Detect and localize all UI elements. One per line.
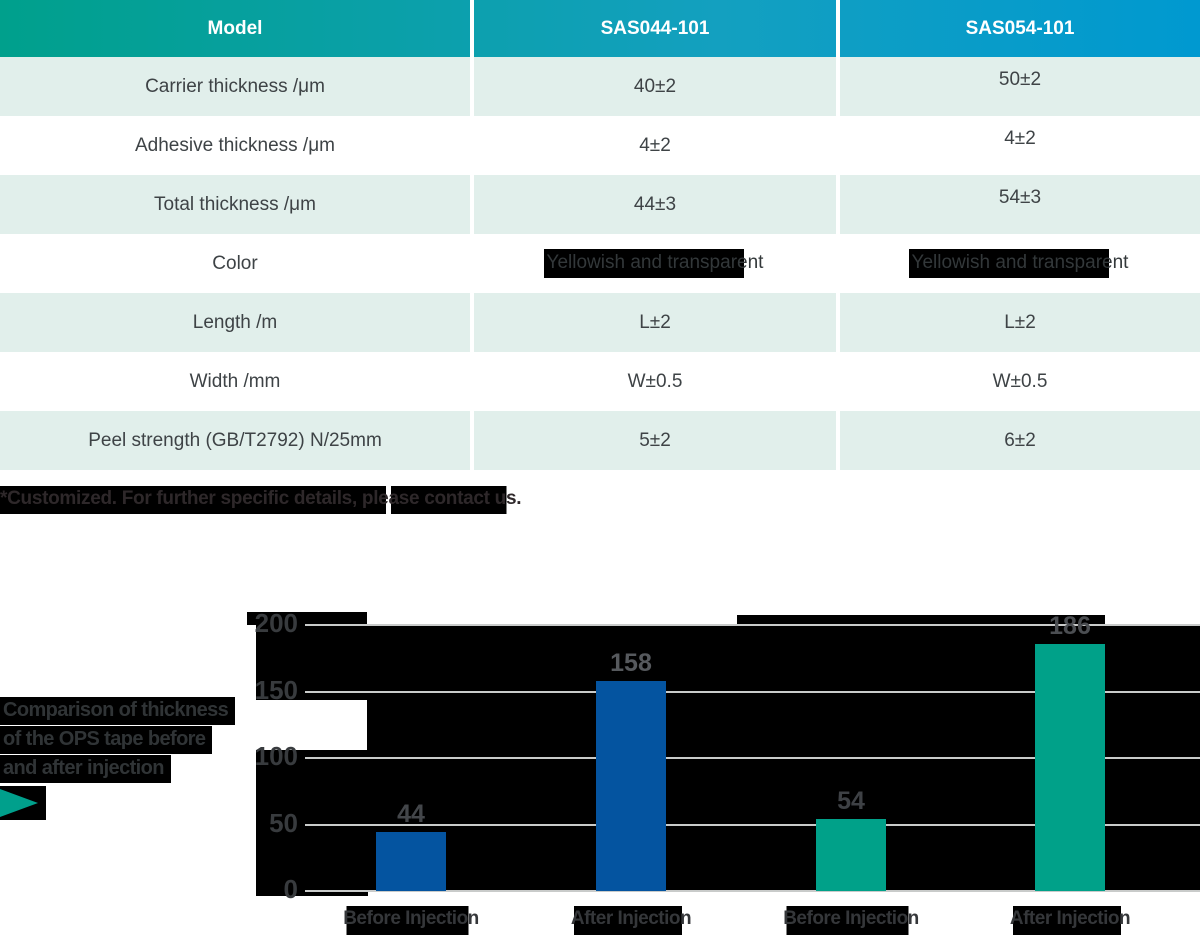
header-sas044: SAS044-101 <box>470 0 836 57</box>
value-cell-sas054: 54±3 <box>836 175 1200 234</box>
y-axis-tick-label: 200 <box>254 608 298 638</box>
bar <box>816 819 886 891</box>
cell-value: W±0.5 <box>627 370 683 392</box>
row-label: Color <box>212 252 258 274</box>
x-axis-label: After Injection <box>950 906 1190 935</box>
redaction-strip <box>256 891 368 896</box>
play-icon <box>0 786 46 820</box>
row-label-cell: Peel strength (GB/T2792) N/25mm <box>0 411 470 470</box>
value-cell-sas054: 6±2 <box>836 411 1200 470</box>
table-row: Adhesive thickness /μm 4±2 4±2 <box>0 116 1200 175</box>
value-cell-sas044: 44±3 <box>470 175 836 234</box>
y-axis-tick-label: 150 <box>254 674 298 705</box>
value-cell-sas044: 40±2 <box>470 57 836 116</box>
redaction-strip <box>247 612 367 625</box>
cell-value: L±2 <box>639 311 671 333</box>
row-label-cell: Color <box>0 234 470 293</box>
value-cell-sas054: 4±2 <box>836 116 1200 175</box>
bar-value-label: 44 <box>397 800 425 829</box>
cell-value: Yellowish and transparent <box>543 249 767 278</box>
cell-value: 54±3 <box>998 186 1042 208</box>
value-cell-sas054: L±2 <box>836 293 1200 352</box>
redaction-strip <box>737 615 1105 625</box>
cell-value: 4±2 <box>639 134 671 156</box>
y-axis-tick-label: 50 <box>269 807 298 838</box>
row-label-cell: Carrier thickness /μm <box>0 57 470 116</box>
table-row: Total thickness /μm 44±3 54±3 <box>0 175 1200 234</box>
chart-caption-line: of the OPS tape before <box>0 726 213 754</box>
table-row: Length /m L±2 L±2 <box>0 293 1200 352</box>
cell-value: 4±2 <box>1004 127 1036 149</box>
header-sas054: SAS054-101 <box>836 0 1200 57</box>
table-row: Color Yellowish and transparent Yellowis… <box>0 234 1200 293</box>
footnote-text: *Customized. For further specific detail… <box>0 486 526 514</box>
value-cell-sas054: W±0.5 <box>836 352 1200 411</box>
spec-table-body: Carrier thickness /μm 40±2 50±2 Adhesive… <box>0 57 1200 470</box>
row-label: Length /m <box>192 311 278 333</box>
x-axis-label-text: After Injection <box>1007 906 1133 935</box>
table-row: Width /mm W±0.5 W±0.5 <box>0 352 1200 411</box>
cell-value: 5±2 <box>639 429 671 451</box>
cell-value: Yellowish and transparent <box>908 249 1132 278</box>
gridline <box>305 890 1200 892</box>
x-axis-label-text: Before Injection <box>781 906 921 935</box>
row-label-cell: Length /m <box>0 293 470 352</box>
footnote: *Customized. For further specific detail… <box>0 486 526 514</box>
gridline <box>305 823 1200 826</box>
row-label-cell: Total thickness /μm <box>0 175 470 234</box>
y-axis-tick-label: 100 <box>254 741 298 771</box>
chart-caption-line: Comparison of thickness <box>0 697 236 725</box>
row-label-cell: Adhesive thickness /μm <box>0 116 470 175</box>
cell-value: 6±2 <box>1004 429 1036 451</box>
header-model: Model <box>207 17 263 39</box>
gridline <box>305 690 1200 693</box>
value-cell-sas054: 50±2 <box>836 57 1200 116</box>
value-cell-sas044: L±2 <box>470 293 836 352</box>
row-label: Carrier thickness /μm <box>145 75 325 97</box>
x-axis-label: After Injection <box>511 906 751 935</box>
chart-caption: Comparison of thickness of the OPS tape b… <box>0 697 240 784</box>
spec-table: Model SAS044-101 SAS054-101 Carrier thic… <box>0 0 1200 470</box>
gridline <box>305 757 1200 759</box>
row-label: Adhesive thickness /μm <box>135 134 335 156</box>
x-axis-label-text: After Injection <box>568 906 694 935</box>
chart-caption-line: and after injection <box>0 755 171 783</box>
row-label: Width /mm <box>189 370 281 392</box>
gridline <box>305 624 1200 626</box>
row-label: Total thickness /μm <box>154 193 316 215</box>
value-cell-sas044: W±0.5 <box>470 352 836 411</box>
value-cell-sas054: Yellowish and transparent <box>836 234 1200 293</box>
cell-value: W±0.5 <box>992 370 1048 392</box>
x-axis-label: Before Injection <box>731 906 971 935</box>
spec-table-header: Model SAS044-101 SAS054-101 <box>0 0 1200 57</box>
x-axis-label: Before Injection <box>291 906 531 935</box>
bar-value-label: 158 <box>610 648 652 677</box>
bar-value-label: 54 <box>837 787 865 816</box>
bar <box>376 832 446 891</box>
value-cell-sas044: 4±2 <box>470 116 836 175</box>
row-label-cell: Width /mm <box>0 352 470 411</box>
y-axis-tick-label: 0 <box>283 874 298 904</box>
cell-value: 50±2 <box>998 68 1042 90</box>
table-row: Peel strength (GB/T2792) N/25mm 5±2 6±2 <box>0 411 1200 470</box>
play-triangle-icon <box>0 789 38 817</box>
row-label: Peel strength (GB/T2792) N/25mm <box>88 429 382 451</box>
bar-value-label: 186 <box>1049 611 1091 640</box>
cell-value: 44±3 <box>633 193 677 215</box>
value-cell-sas044: 5±2 <box>470 411 836 470</box>
white-artifact-rect <box>240 700 367 750</box>
bar <box>596 680 666 891</box>
x-axis-label-text: Before Injection <box>341 906 481 935</box>
cell-value: 40±2 <box>633 75 677 97</box>
table-row: Carrier thickness /μm 40±2 50±2 <box>0 57 1200 116</box>
value-cell-sas044: Yellowish and transparent <box>470 234 836 293</box>
cell-value: L±2 <box>1004 311 1036 333</box>
thickness-comparison-chart: 200 150 100 50 0 44 Before Injection 158 After I… <box>0 600 1200 949</box>
bar <box>1035 643 1105 891</box>
